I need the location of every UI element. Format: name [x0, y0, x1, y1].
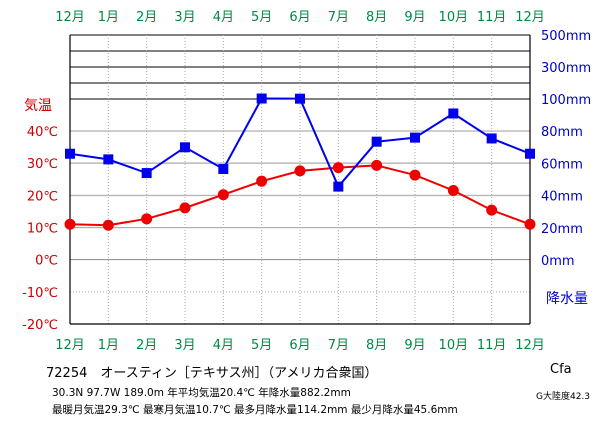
month-label-top: 10月	[439, 10, 469, 25]
temperature-point	[332, 162, 344, 174]
climate-chart: 12月 12月 1月 1月 2月 2月 3月 3月 4月 4月 5月 5月 6月 6月 7月 7月 8月 8月 9月…	[22, 10, 591, 353]
precipitation-point	[525, 148, 535, 159]
right-tick-label: 40mm	[541, 190, 583, 205]
left-tick-label: 0℃	[35, 254, 58, 269]
temperature-point	[371, 159, 383, 171]
month-label-bottom: 5月	[251, 338, 272, 353]
month-label-bottom: 9月	[404, 338, 425, 353]
right-tick-label: 300mm	[541, 61, 591, 76]
continentality-index: G大陸度42.3	[536, 392, 591, 402]
month-label-bottom: 7月	[328, 338, 349, 353]
right-tick-label: 60mm	[541, 157, 583, 172]
month-label-top: 1月	[98, 10, 119, 25]
right-tick-label: 500mm	[541, 29, 591, 44]
precipitation-point	[333, 181, 344, 192]
temperature-point	[102, 219, 114, 231]
month-label-top: 12月	[515, 10, 545, 25]
month-label-top: 7月	[328, 10, 349, 25]
month-label-top: 12月	[55, 10, 85, 25]
left-tick-label: 20℃	[27, 189, 58, 204]
right-tick-label: 0mm	[541, 254, 575, 269]
temperature-point	[217, 189, 229, 201]
precipitation-point	[256, 93, 267, 104]
temperature-point	[294, 165, 306, 177]
temperature-point	[141, 213, 153, 225]
left-tick-label: 40℃	[27, 125, 58, 140]
temperature-point	[64, 218, 76, 230]
precipitation-point	[371, 136, 382, 147]
right-axis-title: 降水量	[546, 291, 588, 307]
precipitation-point	[218, 164, 229, 175]
month-label-bottom: 3月	[174, 338, 195, 353]
precipitation-point	[448, 108, 459, 119]
precipitation-point	[141, 168, 152, 179]
right-tick-label: 100mm	[541, 93, 591, 108]
right-tick-label: 20mm	[541, 222, 583, 237]
month-label-bottom: 12月	[515, 338, 545, 353]
month-label-bottom: 4月	[213, 338, 234, 353]
month-label-top: 5月	[251, 10, 272, 25]
temperature-point	[486, 204, 498, 216]
climate-class: Cfa	[550, 362, 572, 377]
left-tick-label: -10℃	[22, 286, 58, 301]
month-label-bottom: 11月	[477, 338, 507, 353]
station-title: 72254 オースティン［テキサス州］（アメリカ合衆国）	[46, 366, 378, 381]
month-label-bottom: 2月	[136, 338, 157, 353]
precipitation-point	[180, 142, 190, 153]
temperature-point	[409, 169, 421, 181]
right-tick-label: 80mm	[541, 125, 583, 140]
month-label-top: 8月	[366, 10, 387, 25]
month-label-bottom: 1月	[98, 338, 119, 353]
precipitation-point	[486, 133, 497, 144]
month-label-bottom: 6月	[289, 338, 310, 353]
month-label-top: 4月	[213, 10, 234, 25]
station-summary: 30.3N 97.7W 189.0m 年平均気温20.4℃ 年降水量882.2m…	[52, 387, 351, 399]
month-label-top: 11月	[477, 10, 507, 25]
temperature-point	[179, 202, 191, 214]
precipitation-point	[65, 148, 75, 159]
temperature-point	[524, 218, 536, 230]
left-tick-label: 30℃	[27, 157, 58, 172]
station-extremes: 最暖月気温29.3℃ 最寒月気温10.7℃ 最多月降水量114.2mm 最少月降…	[52, 404, 458, 416]
precipitation-point	[295, 93, 305, 104]
left-tick-label: 10℃	[27, 222, 58, 237]
month-label-top: 3月	[174, 10, 195, 25]
month-label-top: 6月	[289, 10, 310, 25]
month-label-bottom: 10月	[439, 338, 469, 353]
month-label-bottom: 12月	[55, 338, 85, 353]
left-tick-label: -20℃	[22, 318, 58, 333]
month-label-bottom: 8月	[366, 338, 387, 353]
temperature-point	[447, 185, 459, 197]
left-axis-title: 気温	[24, 98, 52, 114]
month-label-top: 2月	[136, 10, 157, 25]
precipitation-point	[410, 132, 420, 143]
precipitation-point	[103, 154, 114, 165]
month-label-top: 9月	[404, 10, 425, 25]
temperature-point	[256, 175, 268, 187]
